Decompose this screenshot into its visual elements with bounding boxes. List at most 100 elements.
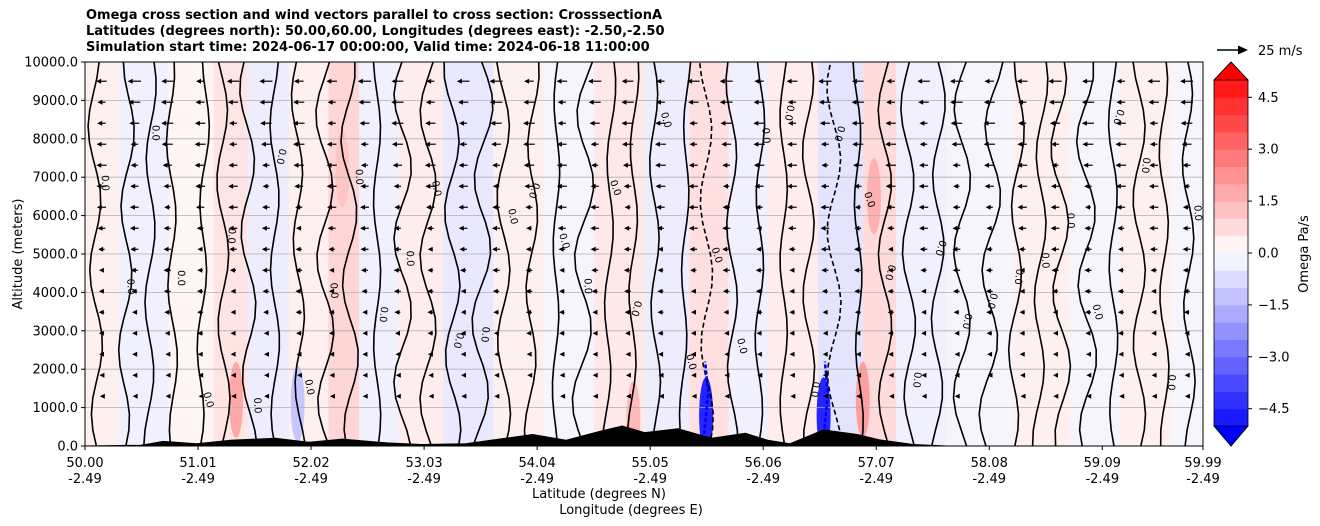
wind-vector-head [689, 246, 695, 252]
contour-label: 0.0 [251, 397, 263, 413]
y-tick-label: 8000.0 [33, 132, 79, 147]
x-tick-label-lon: -2.49 [859, 472, 893, 487]
wind-vector-head [885, 120, 891, 126]
wind-vector-head [359, 120, 365, 126]
omega-contour-line [393, 62, 412, 446]
wind-vector-head [427, 246, 433, 252]
wind-vector-head [557, 141, 562, 147]
wind-vector-head [558, 246, 564, 252]
wind-vector-head [230, 372, 236, 378]
wind-vector-head [229, 120, 234, 126]
wind-vector-head [1018, 246, 1024, 252]
wind-vector-head [228, 225, 234, 231]
wind-vector-head [1053, 330, 1058, 336]
omega-contour-line [1132, 62, 1147, 446]
wind-vector-head [719, 78, 725, 84]
wind-vector-head [954, 330, 960, 336]
colorbar-segment [1214, 322, 1248, 340]
wind-vector-head [1048, 78, 1054, 84]
wind-vector-head [428, 372, 434, 378]
omega-contour-line [1107, 62, 1119, 446]
wind-vector-head [622, 141, 627, 147]
wind-vector-head [361, 267, 366, 273]
wind-vector-head [1017, 162, 1023, 168]
wind-vector-head [1017, 183, 1023, 189]
wind-vector-head [719, 99, 725, 105]
wind-vector-head [953, 183, 959, 189]
wind-vector-head [1180, 99, 1186, 105]
wind-vector-head [489, 99, 495, 105]
colorbar-segment [1214, 270, 1248, 289]
colorbar-max-extension [1213, 61, 1249, 81]
wind-vector-head [1183, 288, 1189, 294]
wind-vector-head [823, 393, 829, 399]
wind-vector-head [328, 330, 334, 336]
wind-vector-head [983, 120, 989, 126]
x-tick-label-lat: 51.01 [179, 456, 216, 471]
wind-vector-head [393, 183, 399, 189]
wind-vector-head [1019, 351, 1025, 357]
wind-vector-head [952, 267, 958, 273]
colorbar-segment [1214, 149, 1248, 167]
wind-vector-head [919, 162, 925, 168]
wind-vector-head [395, 393, 401, 399]
wind-vector-head [887, 225, 893, 231]
wind-vector-head [96, 183, 102, 189]
wind-vector-head [163, 267, 169, 273]
wind-vector-head [656, 204, 662, 210]
wind-vector-head [1020, 372, 1026, 378]
wind-vector-head [754, 78, 760, 84]
wind-vector-head [820, 141, 826, 147]
colorbar-tick-label: −1.5 [1258, 298, 1290, 313]
omega-contour-line [877, 62, 893, 446]
wind-vector-head [1119, 393, 1125, 399]
wind-vector-head [590, 225, 596, 231]
contour-label: 0.0 [683, 353, 698, 371]
wind-vector-head [259, 78, 265, 84]
wind-vector-head [789, 351, 795, 357]
wind-vector-head [362, 351, 368, 357]
wind-vector-head [161, 120, 167, 126]
wind-vector-head [691, 309, 696, 315]
omega-contours: 0.0 0.0 0.0 0.0 0.0 0.0 0.0 0.0 0.0 0.0 0.0 0.0 0.0 0… [87, 62, 1203, 446]
wind-vector-head [1085, 204, 1090, 210]
wind-vector-head [820, 246, 826, 252]
colorbar-min-extension [1213, 425, 1249, 447]
contour-label: 0.0 [984, 292, 998, 310]
wind-vector-head [722, 204, 728, 210]
contour-label: 0.0 [451, 331, 466, 349]
wind-vector-head [197, 246, 203, 252]
wind-vector-head [362, 372, 368, 378]
wind-vector-head [97, 99, 103, 105]
wind-vector-head [919, 225, 925, 231]
wind-vector-head [293, 162, 299, 168]
wind-vector-head [360, 162, 366, 168]
wind-vector-head [819, 120, 825, 126]
wind-vector-head [327, 204, 332, 210]
wind-vector-head [559, 267, 565, 273]
wind-vector-head [165, 393, 171, 399]
colorbar-segment [1214, 339, 1248, 358]
wind-vector-head [260, 120, 266, 126]
wind-vector-head [624, 204, 630, 210]
wind-vector-head [1182, 204, 1188, 210]
wind-vector-head [756, 246, 761, 252]
wind-vector-head [952, 162, 958, 168]
contour-label: 0.0 [759, 127, 771, 144]
contour-label: 0.0 [150, 125, 161, 141]
wind-vector-head [461, 393, 467, 399]
wind-vector-head [655, 183, 661, 189]
wind-vector-head [1017, 204, 1023, 210]
chart-title-line-3: Simulation start time: 2024-06-17 00:00:… [86, 40, 650, 55]
wind-vector-head [952, 246, 958, 252]
omega-contour-line [551, 62, 561, 446]
wind-vector-head [986, 309, 992, 315]
colorbar-segment [1214, 131, 1248, 150]
omega-contour-line [269, 62, 281, 446]
y-tick-label: 7000.0 [33, 171, 79, 186]
wind-vector-head [328, 309, 334, 315]
contour-label: 0.0 [607, 179, 623, 198]
wind-vector-head [494, 351, 500, 357]
wind-vector-head [259, 99, 265, 105]
wind-vector-head [755, 267, 761, 273]
